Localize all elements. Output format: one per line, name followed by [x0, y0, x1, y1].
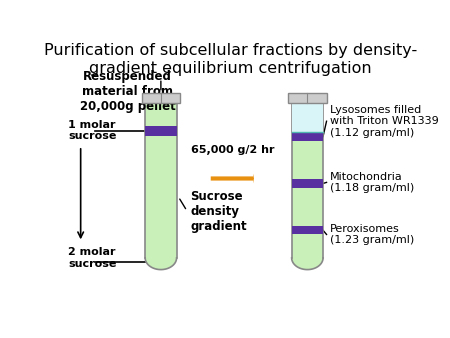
Text: Purification of subcellular fractions by density-
gradient equilibrium centrifug: Purification of subcellular fractions by… [44, 43, 417, 76]
Bar [142, 93, 180, 103]
Text: Resuspended
material from
20,000g pellet: Resuspended material from 20,000g pellet [80, 71, 176, 114]
Text: Peroxisomes
(1.23 gram/ml): Peroxisomes (1.23 gram/ml) [330, 224, 414, 245]
Text: 65,000 g/2 hr: 65,000 g/2 hr [191, 145, 274, 155]
Bar [292, 103, 323, 258]
Text: Sucrose
density
gradient: Sucrose density gradient [190, 190, 247, 233]
Bar [292, 132, 323, 141]
Text: Mitochondria
(1.18 gram/ml): Mitochondria (1.18 gram/ml) [330, 172, 414, 193]
Bar [292, 179, 323, 188]
Text: 2 molar
sucrose: 2 molar sucrose [68, 247, 117, 269]
Text: Lysosomes filled
with Triton WR1339
(1.12 gram/ml): Lysosomes filled with Triton WR1339 (1.1… [330, 105, 439, 138]
Wedge shape [292, 258, 323, 270]
Bar [145, 103, 176, 258]
Text: 1 molar
sucrose: 1 molar sucrose [68, 120, 117, 141]
Bar [288, 93, 327, 103]
Wedge shape [145, 258, 176, 270]
Bar [292, 226, 323, 235]
Bar [288, 93, 327, 103]
Bar [145, 126, 176, 136]
Bar [292, 103, 323, 132]
Bar [142, 93, 180, 103]
